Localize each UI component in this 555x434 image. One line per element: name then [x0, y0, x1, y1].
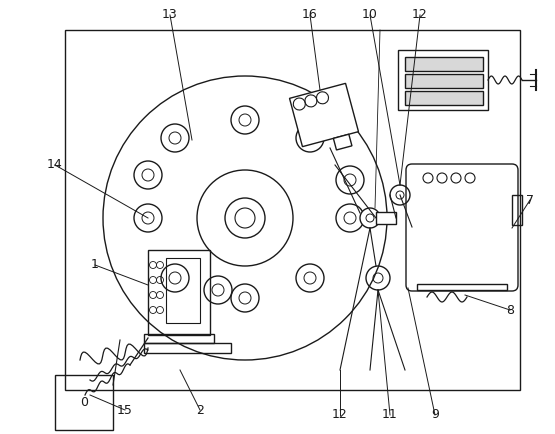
- Text: 14: 14: [47, 158, 63, 171]
- Text: 2: 2: [196, 404, 204, 417]
- Text: 13: 13: [162, 9, 178, 22]
- Text: 16: 16: [302, 9, 318, 22]
- Bar: [166, 258, 200, 323]
- Bar: [334, 134, 352, 150]
- Bar: [398, 50, 488, 110]
- Bar: [55, 375, 113, 430]
- Text: 8: 8: [506, 303, 514, 316]
- Bar: [144, 334, 214, 343]
- Text: 0: 0: [80, 396, 88, 409]
- Bar: [148, 250, 210, 335]
- Text: 9: 9: [431, 408, 439, 421]
- Bar: [376, 212, 396, 224]
- Text: 1: 1: [91, 259, 99, 272]
- Bar: [405, 57, 483, 71]
- Bar: [405, 91, 483, 105]
- Text: 15: 15: [117, 404, 133, 417]
- Text: 12: 12: [332, 408, 348, 421]
- Bar: [405, 74, 483, 88]
- Text: 11: 11: [382, 408, 398, 421]
- Text: 7: 7: [526, 194, 534, 207]
- Bar: [144, 343, 231, 353]
- Bar: [290, 83, 359, 147]
- Circle shape: [360, 208, 380, 228]
- Bar: [417, 284, 507, 290]
- Bar: [512, 195, 522, 225]
- Bar: [65, 30, 520, 390]
- Text: 12: 12: [412, 9, 428, 22]
- Text: 10: 10: [362, 9, 378, 22]
